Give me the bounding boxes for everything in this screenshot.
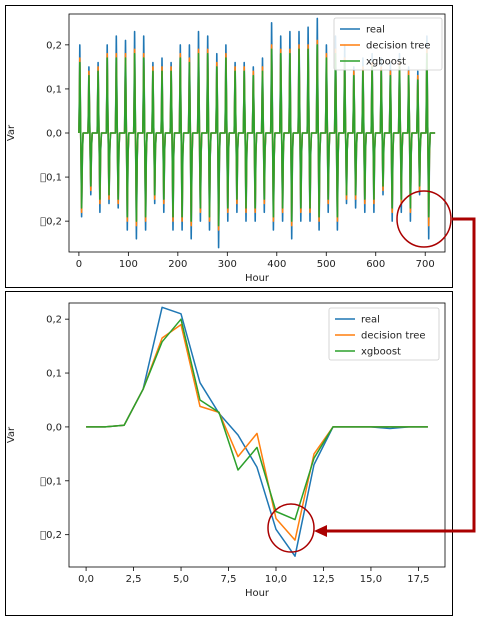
legend: real decision tree xgboost bbox=[333, 17, 443, 71]
series-group bbox=[78, 17, 436, 249]
legend-entry-decision-tree: decision tree bbox=[361, 331, 426, 342]
y-tick-label: 0,2 bbox=[46, 315, 62, 326]
bottom-chart-panel: 0,0 2,5 5,0 7,5 10,0 12,5 15,0 17,5  0,2  0,1 0,0 0… bbox=[5, 291, 453, 616]
overview-line-chart: 0 100 200 300 400 500 600 700  0,2  0,1 0,0 0,1 0,2 H… bbox=[6, 13, 446, 284]
x-tick-label: 0,0 bbox=[78, 574, 94, 585]
legend-entry-xgboost: xgboost bbox=[366, 57, 406, 68]
y-tick-label:  0,2 bbox=[40, 217, 62, 228]
x-tick-label: 15,0 bbox=[360, 574, 382, 585]
x-axis-label: Hour bbox=[245, 588, 270, 599]
x-tick-label: 700 bbox=[416, 259, 435, 270]
y-axis-label: Var bbox=[6, 124, 17, 141]
y-tick-label: 0,0 bbox=[46, 422, 62, 433]
series-group bbox=[86, 306, 428, 557]
y-axis-label: Var bbox=[6, 426, 17, 443]
legend-entry-xgboost: xgboost bbox=[361, 347, 401, 358]
legend-entry-decision-tree: decision tree bbox=[366, 41, 431, 52]
legend-box bbox=[333, 17, 443, 71]
x-axis-label: Hour bbox=[245, 273, 270, 284]
x-tick-label: 7,5 bbox=[221, 574, 237, 585]
x-tick-label: 500 bbox=[317, 259, 336, 270]
zoomed-line-chart: 0,0 2,5 5,0 7,5 10,0 12,5 15,0 17,5  0,2  0,1 0,0 0… bbox=[6, 302, 446, 599]
highlight-circle-bottom bbox=[267, 503, 315, 553]
y-tick-label: 0,2 bbox=[46, 40, 62, 51]
plot-frame bbox=[68, 302, 446, 568]
arrowhead-icon bbox=[314, 525, 327, 537]
y-tick-label:  0,1 bbox=[40, 173, 62, 184]
x-tick-label: 10,0 bbox=[265, 574, 287, 585]
y-tick-label: 0,0 bbox=[46, 129, 62, 140]
x-tick-label: 2,5 bbox=[126, 574, 142, 585]
legend: real decision tree xgboost bbox=[328, 307, 440, 361]
x-tick-label: 200 bbox=[168, 259, 187, 270]
legend-box bbox=[328, 307, 440, 361]
series-line-xgboost bbox=[86, 318, 428, 521]
connector-arrow-line bbox=[325, 217, 476, 533]
legend-entry-real: real bbox=[366, 25, 385, 36]
y-tick-label:  0,1 bbox=[40, 476, 62, 487]
y-tick-label: 0,1 bbox=[46, 369, 62, 380]
y-tick-label: 0,1 bbox=[46, 84, 62, 95]
legend-entry-real: real bbox=[361, 315, 380, 326]
x-tick-label: 400 bbox=[267, 259, 286, 270]
x-tick-label: 100 bbox=[119, 259, 138, 270]
x-tick-label: 17,5 bbox=[407, 574, 429, 585]
y-tick-label:  0,2 bbox=[40, 530, 62, 541]
x-tick-label: 12,5 bbox=[312, 574, 334, 585]
highlight-circle-top bbox=[396, 190, 452, 248]
x-tick-label: 5,0 bbox=[173, 574, 189, 585]
x-tick-label: 600 bbox=[366, 259, 385, 270]
x-tick-label: 0 bbox=[76, 259, 82, 270]
series-line-xgboost bbox=[78, 44, 436, 227]
x-tick-label: 300 bbox=[218, 259, 237, 270]
top-chart-panel: 0 100 200 300 400 500 600 700  0,2  0,1 0,0 0,1 0,2 H… bbox=[5, 5, 453, 288]
